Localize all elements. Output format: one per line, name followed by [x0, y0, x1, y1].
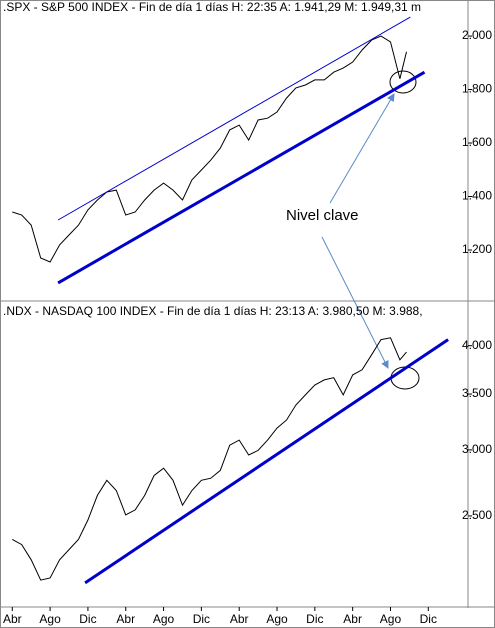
x-tick-label: Ago	[266, 612, 288, 626]
chart-title: .SPX - S&P 500 INDEX - Fin de día 1 días…	[3, 0, 421, 14]
y-tick-label: 2.500	[462, 508, 492, 522]
y-tick-label: 3.000	[462, 442, 492, 456]
y-tick-label: 2.000	[462, 28, 492, 42]
y-tick-label: 1.600	[462, 135, 492, 149]
x-tick-label: Dic	[306, 612, 323, 626]
x-tick-label: Abr	[3, 612, 22, 626]
annotation: Nivel clave	[286, 207, 359, 224]
series-line	[57, 70, 426, 285]
y-tick-label: 3.500	[462, 386, 492, 400]
x-tick-label: Ago	[153, 612, 175, 626]
arrow	[329, 93, 395, 204]
series-line	[12, 337, 407, 581]
y-tick-label: 1.200	[462, 242, 492, 256]
series-line	[12, 35, 407, 263]
x-tick-label: Ago	[39, 612, 61, 626]
x-tick-label: Dic	[79, 612, 96, 626]
series-line	[57, 16, 411, 221]
x-tick-label: Dic	[193, 612, 210, 626]
x-tick-label: Abr	[116, 612, 135, 626]
x-tick-label: Abr	[343, 612, 362, 626]
series-line	[84, 338, 449, 585]
y-tick-label: 4.000	[462, 338, 492, 352]
y-tick-label: 1.400	[462, 189, 492, 203]
x-tick-label: Abr	[230, 612, 249, 626]
y-tick-label: 1.800	[462, 82, 492, 96]
chart-title: .NDX - NASDAQ 100 INDEX - Fin de día 1 d…	[3, 304, 423, 318]
x-tick-label: Ago	[380, 612, 402, 626]
key-level-circle	[389, 70, 417, 94]
x-tick-label: Dic	[420, 612, 437, 626]
